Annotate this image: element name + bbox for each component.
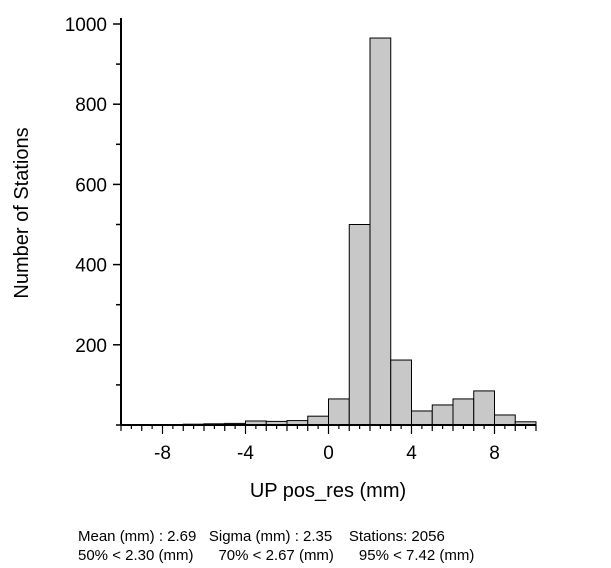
x-tick-label: 8 [489,443,500,464]
y-tick-label: 800 [75,95,107,116]
x-tick-label: -4 [237,443,254,464]
x-tick-label: -8 [154,443,171,464]
histogram-bar [494,414,516,426]
x-tick-label: 0 [323,443,334,464]
histogram-bar [473,390,495,426]
axes-group: 200 400 600 800 1000 -8 -4 0 4 8 [65,15,537,464]
bars-group [120,37,537,426]
y-tick-label: 200 [75,336,107,357]
x-axis-title: UP pos_res (mm) [250,480,406,502]
histogram-bar [348,224,371,426]
histogram-bar [328,398,350,426]
y-tick-label: 400 [75,256,107,277]
histogram-bar [411,410,433,426]
stats-line-2: 50% < 2.30 (mm) 70% < 2.67 (mm) 95% < 7.… [78,547,475,564]
histogram-bar [452,398,475,426]
histogram-bar [431,404,454,426]
y-axis-title: Number of Stations [11,127,33,298]
histogram-bar [307,415,329,426]
y-tick-label: 600 [75,175,107,196]
x-tick-label: 4 [406,443,417,464]
stats-line-1: Mean (mm) : 2.69 Sigma (mm) : 2.35 Stati… [78,528,445,545]
y-tick-label: 1000 [65,15,107,36]
histogram-bar [390,359,412,426]
histogram-bar [369,37,392,426]
